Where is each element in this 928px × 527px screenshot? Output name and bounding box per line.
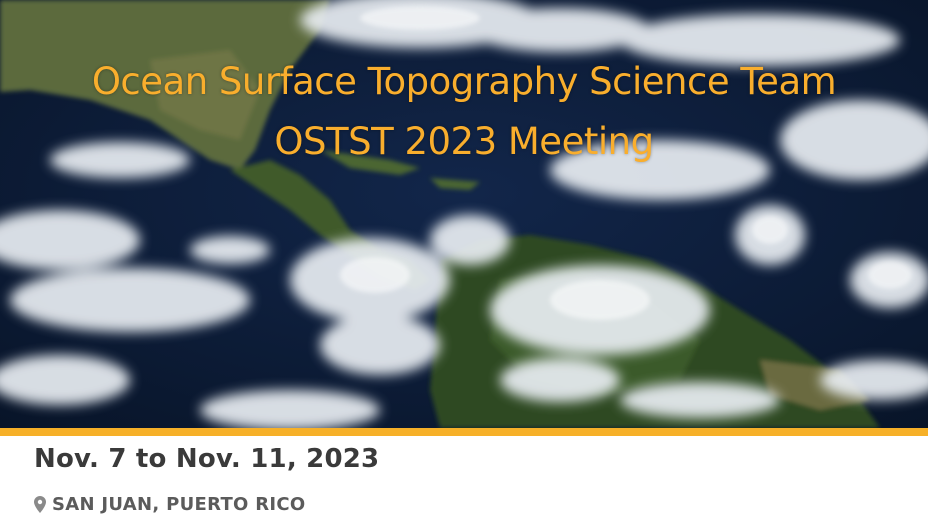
event-banner-image: Ocean Surface Topography Science Team OS… [0,0,928,428]
event-date: Nov. 7 to Nov. 11, 2023 [34,444,380,474]
accent-bar [0,428,928,436]
event-location-label: SAN JUAN, PUERTO RICO [52,494,306,515]
map-pin-icon [34,496,46,513]
event-location: SAN JUAN, PUERTO RICO [34,494,305,515]
satellite-image [0,0,928,428]
